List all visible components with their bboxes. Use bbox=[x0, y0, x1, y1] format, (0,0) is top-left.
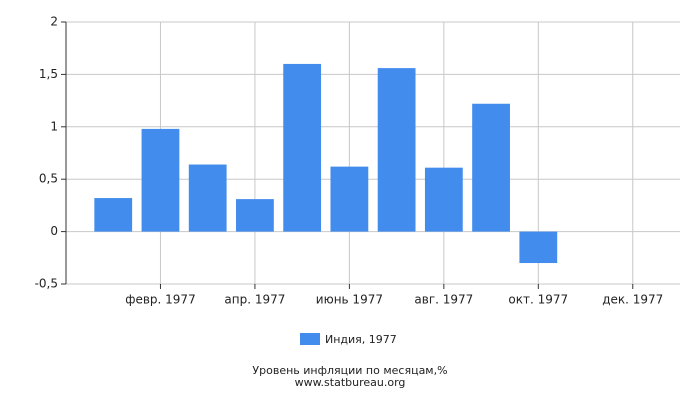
x-tick-label: апр. 1977 bbox=[224, 293, 285, 307]
y-tick-label: 1 bbox=[50, 119, 58, 133]
y-tick-label: 0,5 bbox=[39, 172, 58, 186]
x-tick-label: окт. 1977 bbox=[508, 293, 568, 307]
bar bbox=[188, 164, 227, 232]
bar bbox=[94, 198, 133, 232]
x-tick-label: авг. 1977 bbox=[414, 293, 473, 307]
legend-swatch bbox=[300, 333, 320, 345]
x-tick-label: дек. 1977 bbox=[602, 293, 663, 307]
y-tick-label: 1,5 bbox=[39, 67, 58, 81]
chart-source: www.statbureau.org bbox=[295, 376, 406, 389]
bar bbox=[283, 63, 322, 232]
bar bbox=[377, 68, 416, 232]
bar bbox=[330, 166, 369, 232]
y-tick-label: -0,5 bbox=[35, 277, 58, 291]
y-tick-label: 2 bbox=[50, 15, 58, 29]
x-tick-label: июнь 1977 bbox=[316, 293, 383, 307]
y-tick-label: 0 bbox=[50, 224, 58, 238]
bar bbox=[472, 103, 510, 232]
x-tick-label: февр. 1977 bbox=[125, 293, 196, 307]
chart-title: Уровень инфляции по месяцам,% bbox=[252, 364, 447, 377]
bar bbox=[236, 199, 274, 232]
legend-label: Индия, 1977 bbox=[325, 333, 397, 346]
bar bbox=[141, 128, 180, 232]
bar bbox=[424, 167, 463, 232]
bar bbox=[519, 231, 558, 264]
